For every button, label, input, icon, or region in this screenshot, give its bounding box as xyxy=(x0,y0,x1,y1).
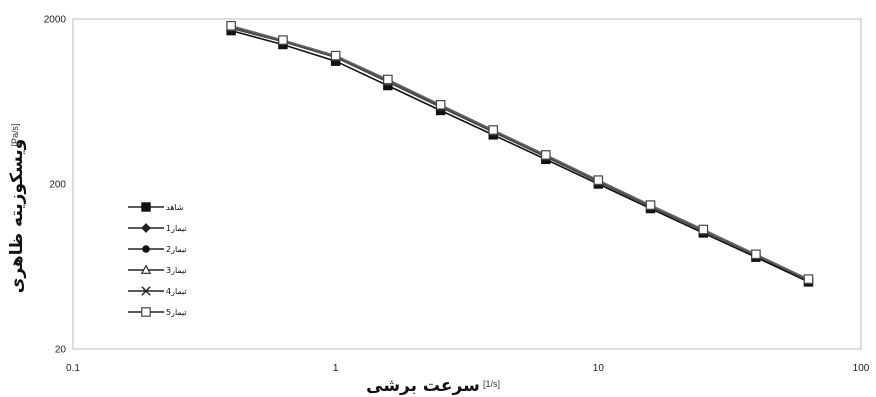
series-line xyxy=(230,29,809,283)
x-tick-label: 100 xyxy=(853,363,870,374)
legend-marker xyxy=(141,202,151,212)
series-layer xyxy=(226,20,814,287)
y-axis-label: ویسکوزیته ظاهری xyxy=(7,139,27,293)
data-point xyxy=(541,150,551,160)
data-point xyxy=(278,35,288,45)
series-line xyxy=(230,25,809,280)
legend: شاهد تیمار1 تیمار2 تیمار3 تیمار4 تیمار5 xyxy=(128,202,187,317)
x-tick-label: 1 xyxy=(333,363,339,374)
tick-layer: 0.1 1 10 100 20 200 2000 xyxy=(44,15,870,375)
series-6 xyxy=(226,20,814,284)
x-tick-label: 10 xyxy=(593,363,605,374)
data-point xyxy=(435,99,446,110)
legend-item: شاهد xyxy=(128,202,184,212)
data-point xyxy=(593,175,604,185)
data-point xyxy=(751,249,761,260)
data-point xyxy=(330,50,341,61)
legend-label: تیمار4 xyxy=(166,287,187,296)
y-axis-unit: [Pa/s] xyxy=(10,123,20,146)
legend-item: تیمار3 xyxy=(128,264,187,275)
data-point xyxy=(698,224,709,235)
legend-label: تیمار1 xyxy=(166,224,187,233)
y-tick-label: 2000 xyxy=(44,15,67,26)
x-axis-unit: [1/s] xyxy=(483,379,500,389)
y-tick-label: 200 xyxy=(49,180,66,191)
legend-label: شاهد xyxy=(166,203,184,212)
legend-marker xyxy=(140,264,152,274)
legend-label: تیمار2 xyxy=(166,245,187,254)
data-point xyxy=(383,74,393,85)
legend-item: تیمار4 xyxy=(128,286,187,296)
legend-marker xyxy=(141,286,151,296)
data-point xyxy=(645,200,656,210)
legend-item: تیمار5 xyxy=(128,307,187,317)
data-point xyxy=(803,274,814,284)
x-axis-label: سرعت برشی xyxy=(366,376,480,396)
legend-marker xyxy=(141,307,151,317)
data-point xyxy=(226,20,236,31)
y-tick-label: 20 xyxy=(55,345,67,356)
x-tick-label: 0.1 xyxy=(66,363,80,374)
data-point xyxy=(488,125,499,135)
plot-area xyxy=(72,18,862,350)
legend-label: تیمار3 xyxy=(166,266,187,275)
legend-label: تیمار5 xyxy=(166,308,187,317)
legend-marker xyxy=(142,245,150,253)
legend-item: تیمار1 xyxy=(128,223,187,233)
legend-marker xyxy=(141,223,151,233)
legend-item: تیمار2 xyxy=(128,245,187,254)
